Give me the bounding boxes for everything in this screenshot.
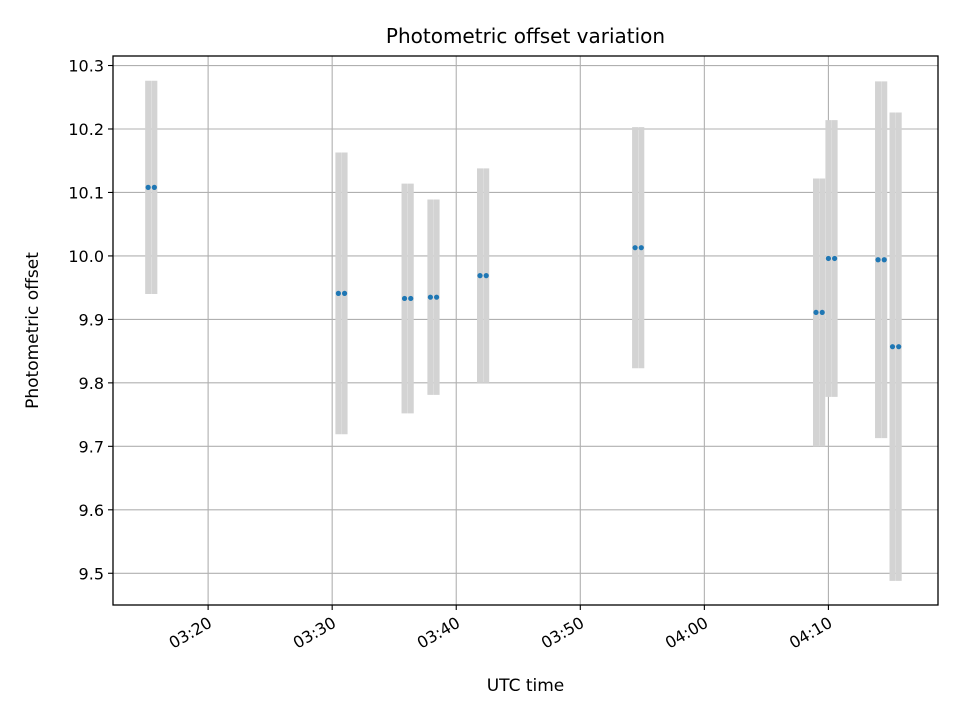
x-tick-label: 04:00 — [662, 613, 711, 653]
y-tick-label: 10.0 — [68, 247, 104, 266]
data-point — [145, 184, 151, 190]
x-tick-label: 03:20 — [166, 613, 215, 653]
plot-frame — [112, 55, 939, 606]
y-tick-label: 9.5 — [79, 564, 104, 583]
data-point — [341, 290, 348, 296]
data-point — [825, 255, 832, 262]
error-bars — [145, 80, 902, 581]
data-points — [145, 184, 902, 350]
data-point — [632, 245, 638, 251]
data-point — [408, 295, 414, 302]
data-point — [881, 257, 887, 263]
y-tick-label: 10.3 — [68, 57, 104, 76]
data-point — [896, 344, 902, 350]
data-point — [819, 309, 825, 316]
y-axis-ticks: 9.5 9.6 9.7 9.8 9.9 10.0 10.1 10.2 10.3 — [68, 57, 113, 583]
data-point — [889, 344, 896, 350]
x-axis-ticks: 03:20 03:30 03:40 03:50 04:00 04:10 — [166, 605, 835, 653]
data-point — [477, 273, 483, 279]
y-tick-label: 9.6 — [79, 501, 104, 520]
chart-title: Photometric offset variation — [386, 24, 665, 48]
x-tick-label: 03:50 — [538, 613, 587, 653]
data-point — [401, 295, 408, 302]
data-point — [151, 184, 157, 190]
x-tick-label: 03:30 — [290, 613, 339, 653]
data-point — [427, 294, 433, 300]
data-point — [433, 294, 440, 300]
y-axis-title: Photometric offset — [23, 252, 43, 409]
data-point — [875, 257, 881, 263]
x-axis-title: UTC time — [487, 676, 565, 696]
x-tick-label: 04:10 — [786, 613, 835, 653]
y-tick-label: 10.1 — [68, 183, 104, 202]
y-tick-label: 9.9 — [79, 310, 104, 329]
data-point — [335, 290, 341, 296]
y-tick-label: 10.2 — [68, 120, 104, 139]
x-tick-label: 03:40 — [414, 613, 463, 653]
data-point — [832, 255, 838, 262]
data-point — [638, 245, 644, 251]
data-point — [483, 273, 489, 279]
y-tick-label: 9.8 — [79, 374, 104, 393]
y-tick-label: 9.7 — [79, 437, 104, 456]
data-point — [813, 309, 819, 316]
